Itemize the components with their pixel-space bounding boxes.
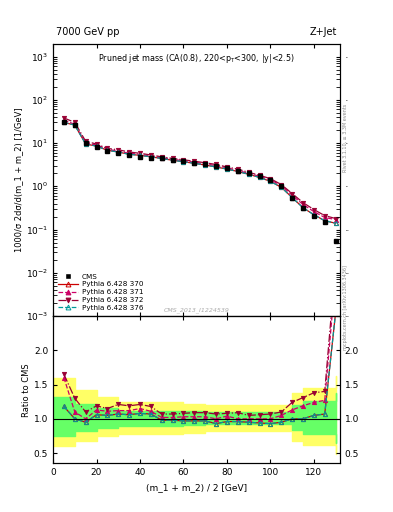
CMS (268, 177, 273, 183)
CMS (127, 152, 132, 158)
X-axis label: (m_1 + m_2) / 2 [GeV]: (m_1 + m_2) / 2 [GeV] (146, 483, 247, 492)
CMS (72, 122, 77, 128)
CMS (214, 163, 219, 169)
CMS (333, 238, 338, 244)
CMS (257, 173, 262, 179)
CMS (105, 148, 110, 154)
CMS (192, 160, 196, 166)
Text: mcplots.cern.ch [arXiv:1306.3436]: mcplots.cern.ch [arXiv:1306.3436] (343, 265, 348, 350)
Y-axis label: Ratio to CMS: Ratio to CMS (22, 363, 31, 417)
CMS (170, 157, 175, 163)
CMS (203, 161, 208, 167)
Text: 7000 GeV pp: 7000 GeV pp (56, 27, 119, 37)
CMS (94, 144, 99, 151)
CMS (160, 155, 164, 161)
Text: Rivet 3.1.10, ≥ 3.3M events: Rivet 3.1.10, ≥ 3.3M events (343, 104, 348, 173)
CMS (116, 150, 121, 156)
CMS (149, 155, 153, 161)
CMS (290, 195, 294, 201)
CMS (83, 140, 88, 146)
CMS (62, 119, 66, 125)
CMS (279, 183, 284, 189)
Text: Pruned jet mass (CA(0.8), 220<p$_\mathsf{T}$<300, |y|<2.5): Pruned jet mass (CA(0.8), 220<p$_\mathsf… (98, 52, 295, 65)
CMS (235, 167, 240, 174)
CMS (224, 165, 229, 172)
Y-axis label: 1000/σ 2dσ/d(m_1 + m_2) [1/GeV]: 1000/σ 2dσ/d(m_1 + m_2) [1/GeV] (14, 108, 23, 252)
Legend: CMS, Pythia 6.428 370, Pythia 6.428 371, Pythia 6.428 372, Pythia 6.428 376: CMS, Pythia 6.428 370, Pythia 6.428 371,… (57, 272, 145, 312)
Text: Z+Jet: Z+Jet (310, 27, 337, 37)
CMS (301, 205, 305, 211)
Line: CMS: CMS (61, 120, 338, 243)
CMS (312, 212, 316, 219)
CMS (181, 158, 186, 164)
CMS (138, 154, 142, 160)
CMS (322, 219, 327, 225)
CMS (246, 170, 251, 176)
Text: CMS_2013_I1224539: CMS_2013_I1224539 (163, 308, 230, 313)
